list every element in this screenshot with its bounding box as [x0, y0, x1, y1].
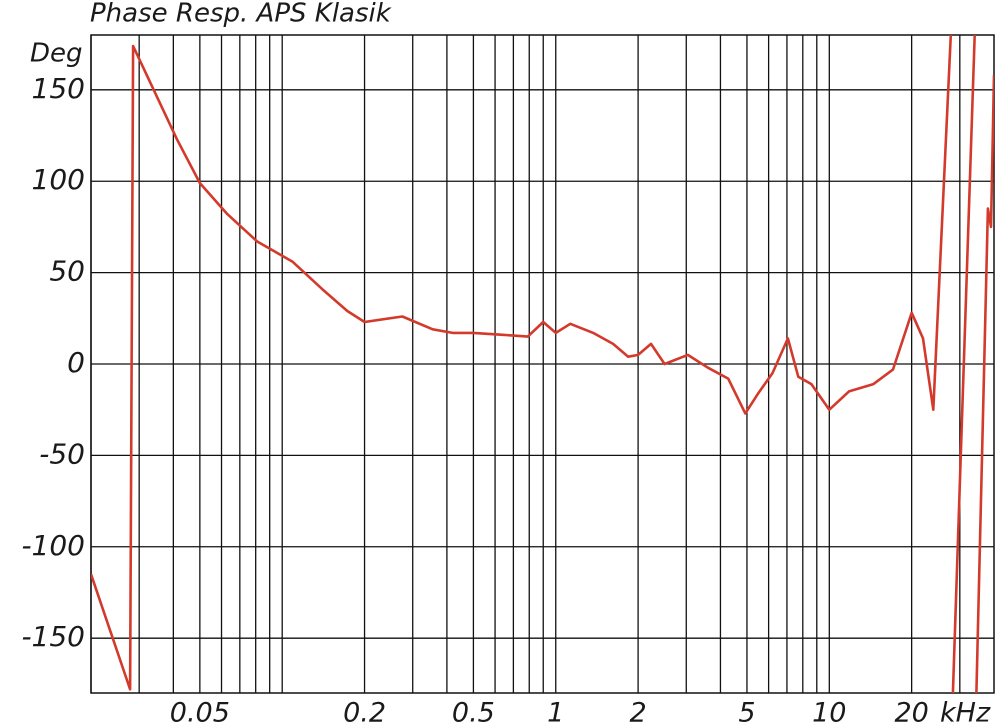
x-tick-label: 0.5 — [452, 698, 495, 727]
chart-title: Phase Resp. APS Klasik — [90, 0, 392, 29]
x-tick-label: 0.05 — [170, 698, 230, 727]
y-tick-label: 50 — [49, 255, 85, 288]
y-tick-label: -100 — [21, 529, 85, 562]
y-axis-label: Deg — [30, 39, 83, 69]
series-group — [91, 35, 994, 693]
x-tick-label: 1 — [547, 698, 564, 727]
x-tick-label: 5 — [738, 698, 755, 727]
y-tick-label: 0 — [67, 346, 85, 379]
y-tick-label: -50 — [39, 437, 85, 470]
y-tick-label: -150 — [21, 620, 85, 653]
phase-line — [91, 35, 994, 693]
x-tick-label: 2 — [630, 698, 647, 727]
y-tick-label: 100 — [32, 163, 85, 196]
x-tick-label: 20 — [894, 698, 928, 727]
x-axis-label: kHz — [940, 698, 991, 727]
x-tick-label: 10 — [812, 698, 846, 727]
y-tick-label: 150 — [32, 72, 85, 105]
x-tick-label: 0.2 — [343, 698, 386, 727]
